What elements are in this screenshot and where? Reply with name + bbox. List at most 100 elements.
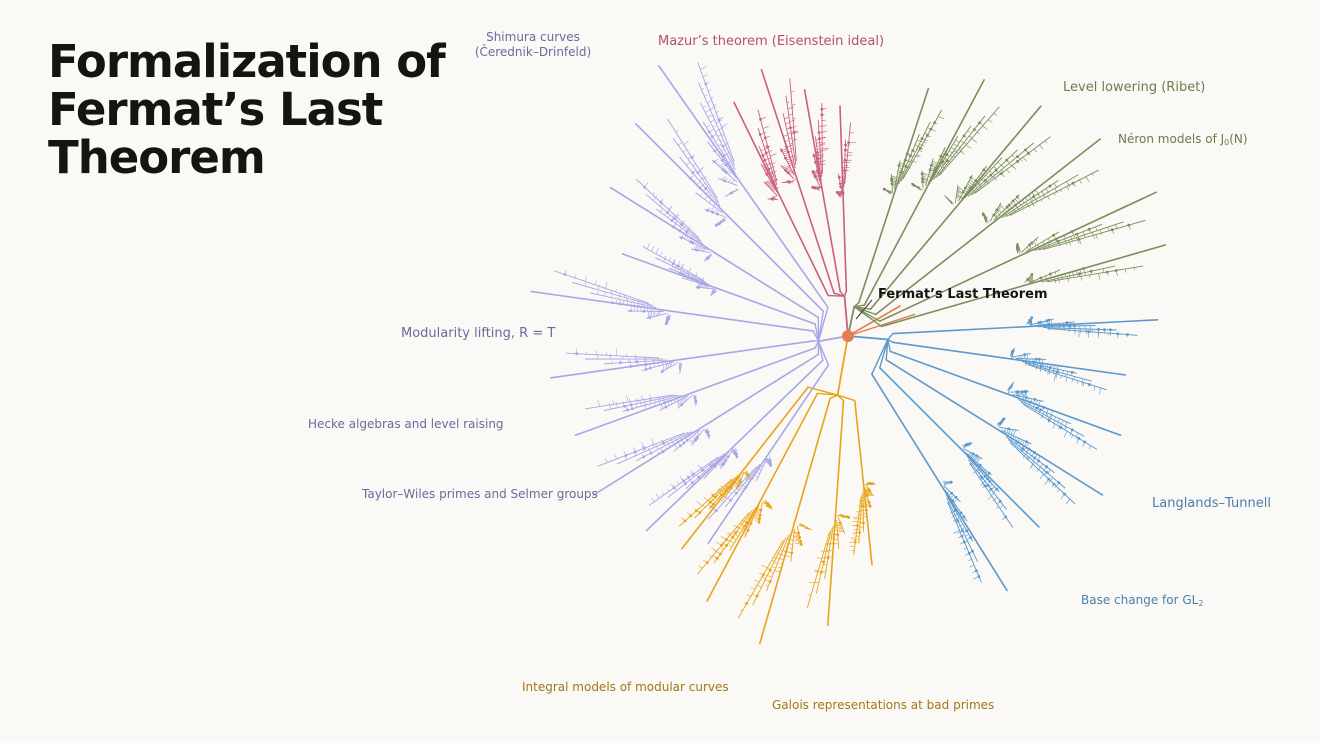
branch-node — [1087, 227, 1091, 231]
branch-twig — [691, 248, 710, 253]
branch-node — [865, 493, 869, 497]
label-galois-representations: Galois representations at bad primes — [772, 698, 995, 712]
branch-leaf — [1099, 229, 1103, 236]
branch-leaf — [1052, 423, 1056, 429]
branch-leaf — [765, 505, 772, 509]
branch-node — [1027, 447, 1031, 451]
branch-twig — [686, 174, 722, 210]
branch-leaf — [614, 454, 618, 460]
branch-leaf — [1022, 451, 1028, 459]
branch-leaf — [910, 160, 917, 163]
branch-node — [962, 515, 966, 519]
branch-twig — [790, 528, 795, 562]
branch-leaf — [923, 141, 927, 144]
branch-leaf — [1065, 376, 1068, 383]
branch-leaf — [750, 587, 756, 590]
branch-leaf — [714, 209, 719, 214]
branch-leaf — [707, 114, 713, 118]
branch-leaf — [715, 161, 719, 164]
branch-leaf — [732, 452, 738, 457]
branch-leaf — [727, 192, 731, 196]
branch-node — [745, 521, 749, 524]
branch-twig — [817, 119, 823, 178]
branch-leaf — [992, 496, 998, 502]
branch-trunk — [550, 340, 815, 379]
branch-leaf — [746, 594, 752, 597]
branch-node — [995, 487, 999, 491]
branch-leaf — [760, 148, 768, 152]
branch-leaf — [666, 399, 670, 406]
branch-node — [767, 167, 771, 171]
branch-trunk — [706, 392, 819, 602]
clade-connector — [879, 338, 889, 369]
branch-leaf — [993, 113, 997, 116]
branch-node — [624, 454, 628, 457]
branch-leaf — [702, 105, 706, 108]
branch-leaf — [1029, 319, 1031, 325]
branch-leaf — [868, 493, 873, 496]
branch-leaf — [663, 212, 666, 216]
branch-leaf — [671, 266, 673, 270]
branch-node — [785, 145, 788, 149]
branch-node — [695, 509, 698, 513]
branch-leaf — [956, 190, 962, 194]
branch-leaf — [967, 130, 970, 133]
branch-leaf — [1133, 267, 1135, 271]
branch-node — [816, 151, 819, 154]
branch-leaf — [963, 189, 969, 194]
branch-node — [984, 178, 987, 182]
branch-node — [629, 403, 633, 407]
branch-node — [765, 172, 769, 176]
branch-leaf — [787, 107, 794, 110]
branch-leaf — [945, 196, 949, 200]
branch-leaf — [597, 284, 600, 291]
branch-leaf — [675, 438, 679, 443]
branch-leaf — [1064, 430, 1068, 438]
branch-trunk — [680, 386, 809, 550]
branch-node — [704, 82, 708, 86]
branch-leaf — [967, 183, 974, 189]
branch-node — [684, 482, 687, 486]
branch-leaf — [1066, 181, 1071, 188]
branch-leaf — [640, 395, 643, 401]
branch-leaf — [999, 204, 1005, 209]
branch-leaf — [651, 498, 655, 502]
branch-node — [1016, 160, 1019, 163]
branch-leaf — [785, 122, 790, 125]
branch-node — [1004, 515, 1008, 519]
branch-node — [1045, 470, 1048, 474]
branch-leaf — [615, 401, 619, 409]
branch-leaf — [1035, 238, 1038, 242]
branch-leaf — [678, 366, 681, 373]
branch-leaf — [660, 202, 664, 207]
branch-leaf — [821, 131, 827, 133]
branch-node — [817, 131, 821, 134]
branch-leaf — [652, 192, 655, 195]
branch-leaf — [891, 185, 896, 187]
label-shimura-line-2: (Čerednik–Drinfeld) — [474, 45, 592, 59]
branch-trunk — [530, 290, 815, 332]
branch-trunk — [892, 318, 1159, 335]
branch-node — [713, 465, 717, 468]
branch-leaf — [722, 459, 726, 463]
branch-leaf — [1018, 438, 1021, 443]
branch-leaf — [1095, 234, 1098, 240]
branch-leaf — [982, 125, 988, 130]
branch-leaf — [770, 170, 777, 174]
branch-node — [856, 524, 859, 527]
branch-leaf — [955, 196, 960, 199]
branch-leaf — [1089, 274, 1091, 278]
branch-leaf — [939, 158, 946, 163]
branch-leaf — [956, 145, 962, 149]
branch-node — [705, 561, 709, 564]
branch-leaf — [710, 143, 715, 147]
branch-node — [1033, 456, 1037, 460]
branch-leaf — [711, 288, 714, 296]
branch-node — [986, 483, 990, 487]
branch-node — [764, 151, 768, 155]
branch-twig — [679, 479, 732, 527]
branch-leaf — [1076, 237, 1080, 244]
branch-leaf — [987, 495, 993, 500]
branch-leaf — [965, 443, 969, 448]
branch-leaf — [803, 526, 808, 529]
